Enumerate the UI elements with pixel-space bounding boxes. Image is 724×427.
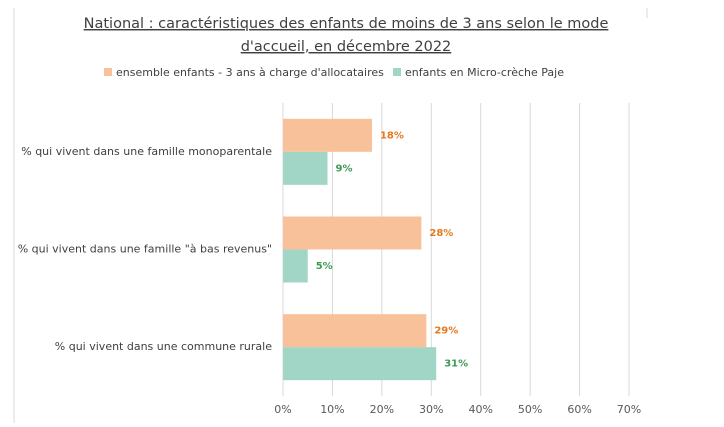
data-label: 5% [316,261,333,272]
x-tick-label: 70% [617,403,641,416]
y-tick-label: % qui vivent dans une famille "à bas rev… [18,243,272,256]
bar [283,118,372,152]
data-label: 29% [434,326,458,337]
legend-label: enfants en Micro-crèche Paje [405,66,564,79]
chart-title: National : caractéristiques des enfants … [84,16,609,32]
data-label: 18% [380,130,404,141]
legend-swatch [393,68,401,76]
x-tick-label: 10% [320,403,344,416]
x-tick-label: 30% [419,403,443,416]
data-label: 28% [429,228,453,239]
bar [283,249,308,283]
bar [283,314,427,348]
data-label: 31% [444,359,468,370]
x-tick-label: 40% [468,403,492,416]
chart-title: d'accueil, en décembre 2022 [241,39,452,55]
data-label: 9% [335,163,352,174]
legend-swatch [104,68,112,76]
x-tick-label: 60% [567,403,591,416]
x-tick-label: 20% [370,403,394,416]
y-tick-label: % qui vivent dans une famille monoparent… [21,145,272,158]
bar [283,151,328,185]
x-tick-label: 0% [274,403,291,416]
legend-label: ensemble enfants - 3 ans à charge d'allo… [116,66,384,79]
bar [283,216,422,250]
bar [283,347,437,381]
x-tick-label: 50% [518,403,542,416]
y-tick-label: % qui vivent dans une commune rurale [55,340,272,353]
